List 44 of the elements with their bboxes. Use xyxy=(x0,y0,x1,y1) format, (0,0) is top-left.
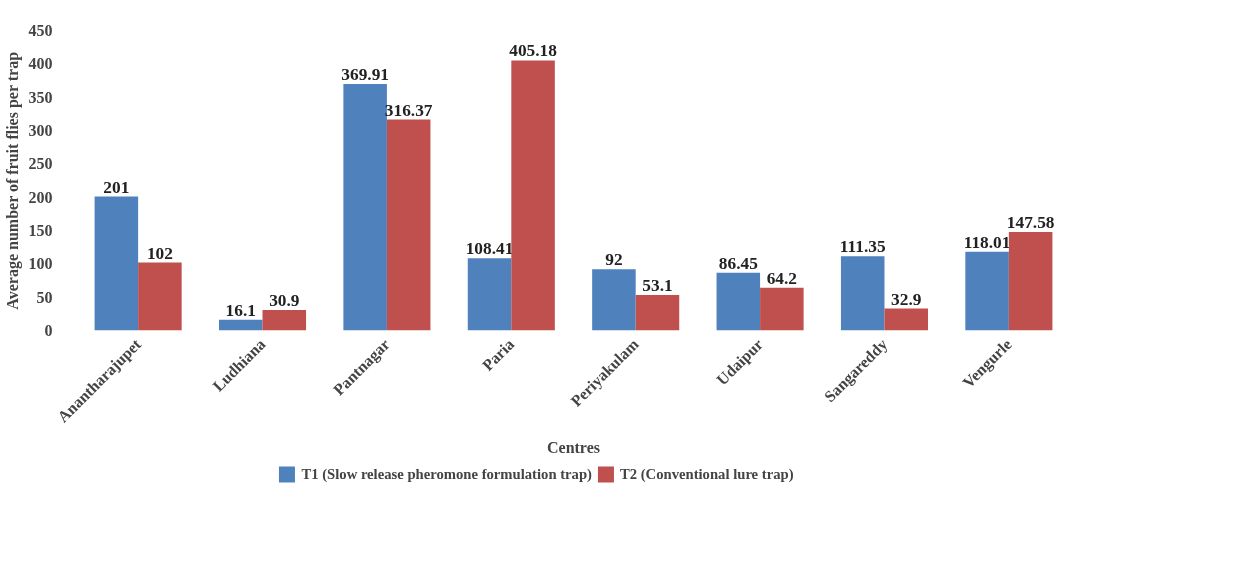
data-label: 53.1 xyxy=(642,276,673,296)
y-tick-label: 100 xyxy=(28,255,53,273)
data-label: 32.9 xyxy=(891,289,922,309)
bar xyxy=(1008,232,1053,331)
y-tick-label: 50 xyxy=(36,288,53,306)
data-label: 30.9 xyxy=(269,290,300,310)
data-label: 102 xyxy=(146,243,173,263)
bar xyxy=(94,196,139,331)
x-axis-title: Centres xyxy=(546,439,601,457)
y-tick-label: 300 xyxy=(28,122,53,139)
bar xyxy=(635,295,680,331)
data-label: 64.2 xyxy=(766,268,798,288)
y-tick-label: 250 xyxy=(28,155,53,173)
y-tick-label: 200 xyxy=(28,188,53,206)
data-label: 111.35 xyxy=(839,237,886,257)
bar xyxy=(386,119,431,331)
data-label: 92 xyxy=(605,250,623,270)
data-label: 118.01 xyxy=(963,232,1011,252)
legend-label: T2 (Conventional lure trap) xyxy=(619,465,794,483)
y-axis-title: Average number of fruit flies per trap xyxy=(3,51,22,310)
bar xyxy=(262,309,307,331)
y-tick-label: 0 xyxy=(44,322,53,339)
bar xyxy=(965,251,1009,331)
bar xyxy=(511,60,555,331)
bar xyxy=(218,319,263,331)
legend-label: T1 (Slow release pheromone formulation trap) xyxy=(301,465,592,483)
bar xyxy=(138,262,182,331)
bar xyxy=(884,308,929,331)
bar xyxy=(716,272,761,331)
data-label: 201 xyxy=(103,177,130,197)
data-label: 405.18 xyxy=(509,41,558,61)
y-tick-label: 450 xyxy=(28,22,53,39)
bar xyxy=(467,258,512,331)
y-tick-label: 150 xyxy=(28,222,53,239)
data-label: 147.58 xyxy=(1006,213,1055,233)
data-label: 369.91 xyxy=(341,64,389,84)
y-tick-label: 400 xyxy=(28,55,53,73)
bar xyxy=(592,269,636,331)
data-label: 86.45 xyxy=(718,253,759,273)
data-label: 16.1 xyxy=(225,300,256,320)
y-tick-label: 350 xyxy=(28,88,53,106)
bar xyxy=(343,83,387,331)
bar xyxy=(840,256,885,331)
bar xyxy=(760,287,804,331)
